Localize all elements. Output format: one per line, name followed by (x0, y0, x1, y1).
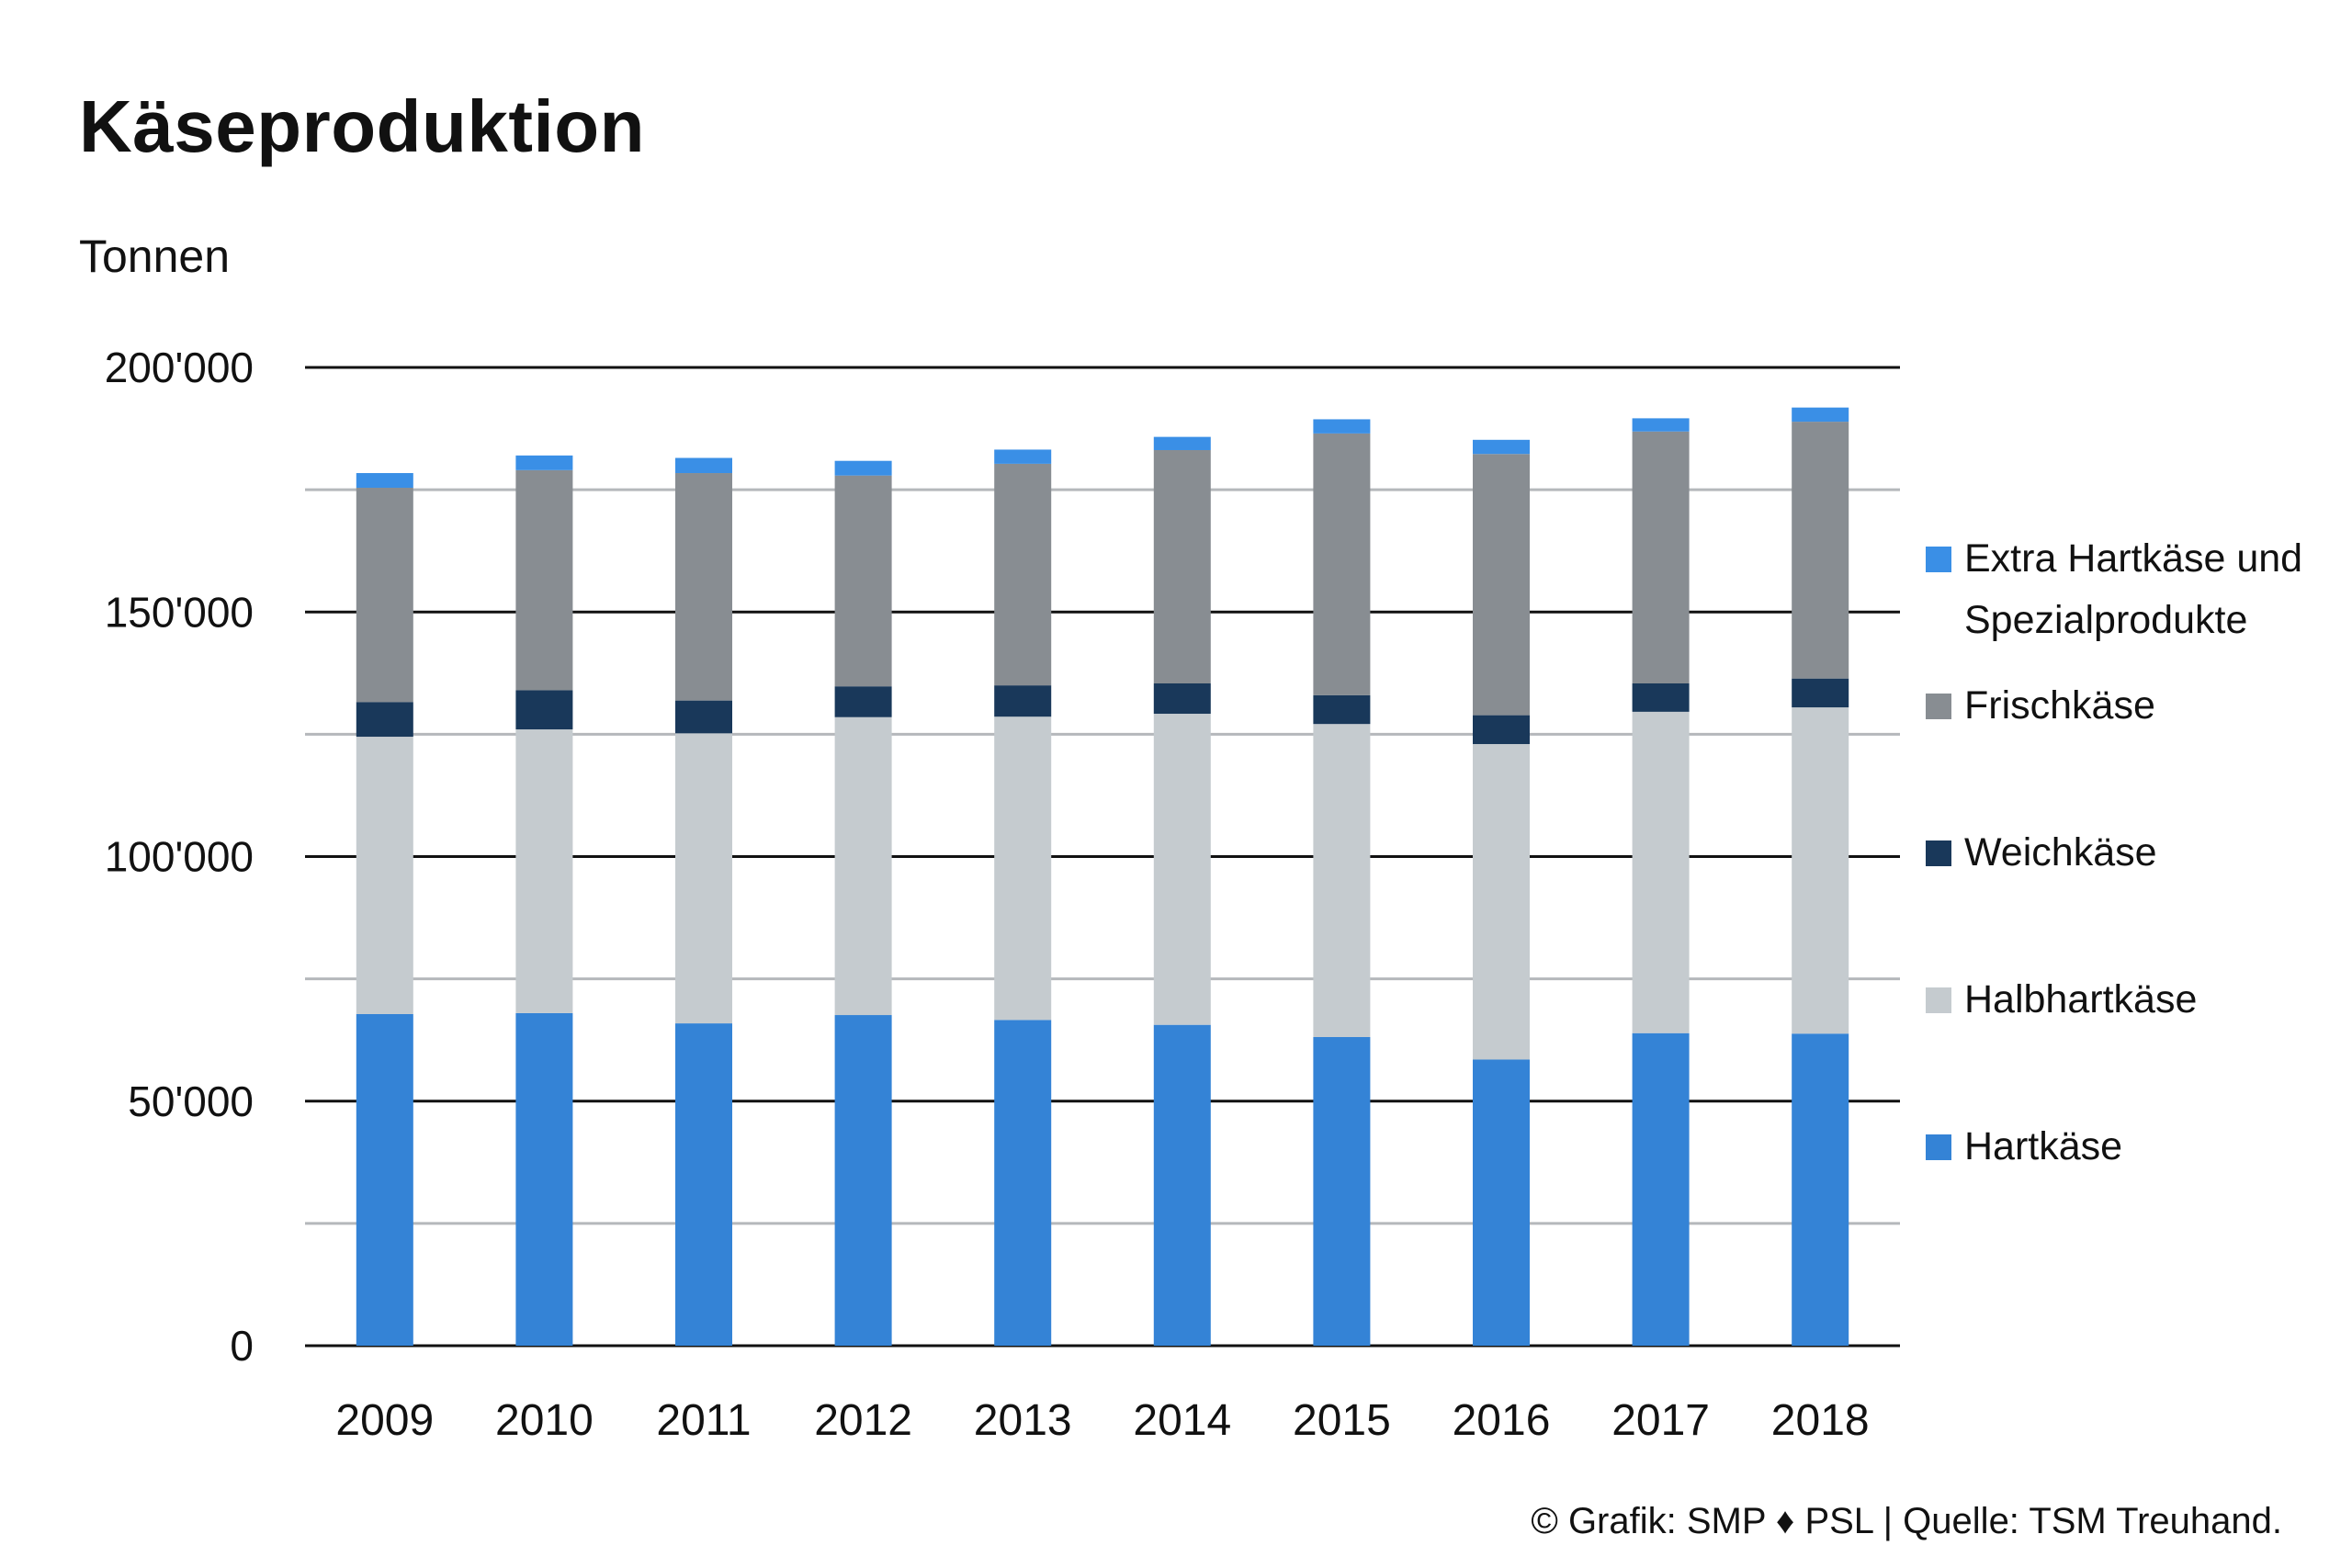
bar-segment (356, 1013, 413, 1346)
bar-segment (515, 455, 573, 470)
bar-segment (1153, 682, 1211, 715)
bar-segment (1792, 707, 1849, 1034)
bar-segment (834, 716, 892, 1016)
bar-segment (1153, 449, 1211, 683)
bar-segment (675, 457, 732, 474)
legend-swatch (1926, 987, 1951, 1013)
bar-stack-2016 (1473, 439, 1530, 1346)
bar-segment (356, 473, 413, 488)
bar-segment (1313, 724, 1371, 1037)
legend-label: Frischkäse (1964, 683, 2155, 728)
y-tick-label: 50'000 (128, 1077, 254, 1125)
bar-segment (994, 716, 1052, 1021)
bar-segment (1473, 1059, 1530, 1346)
bar-stack-2011 (675, 457, 732, 1346)
bar-segment (1473, 744, 1530, 1060)
legend-label: Hartkäse (1964, 1124, 2123, 1168)
bar-stack-2010 (515, 455, 573, 1346)
x-tick-labels: 2009 2010 2011 2012 2013 2014 2015 2016 2017 2018 (335, 1396, 1869, 1445)
bar-segment (356, 702, 413, 738)
bar-stack-2018 (1792, 407, 1849, 1346)
bar-segment (1473, 454, 1530, 716)
legend-swatch (1926, 547, 1951, 572)
legend-swatch (1926, 840, 1951, 866)
legend-label: Weichkäse (1964, 830, 2157, 874)
bar-segment (834, 686, 892, 717)
x-tick-label: 2015 (1293, 1396, 1391, 1445)
bar-segment (675, 473, 732, 701)
bar-segment (1473, 439, 1530, 455)
bar-stack-2017 (1632, 418, 1690, 1346)
bar-segment (834, 460, 892, 476)
y-tick-label: 100'000 (105, 833, 254, 881)
bar-segment (515, 729, 573, 1013)
bar-segment (834, 1015, 892, 1346)
bar-stack-2014 (1153, 436, 1211, 1346)
bar-segment (675, 700, 732, 734)
bar-segment (994, 449, 1052, 464)
bar-segment (1792, 1033, 1849, 1346)
bar-segment (1313, 433, 1371, 695)
legend-label: Halbhartkäse (1964, 977, 2198, 1021)
bar-segment (1473, 715, 1530, 745)
bar-segment (1313, 1036, 1371, 1346)
bar-segment (1792, 407, 1849, 423)
bar-stack-2013 (994, 449, 1052, 1346)
x-tick-label: 2014 (1133, 1396, 1231, 1445)
bar-segment (515, 1012, 573, 1346)
bar-stack-2015 (1313, 419, 1371, 1346)
y-tick-label: 150'000 (105, 588, 254, 636)
bar-segment (515, 469, 573, 691)
bar-stack-2009 (356, 473, 413, 1346)
bar-segment (675, 1023, 732, 1346)
y-tick-labels: 0 50'000 100'000 150'000 200'000 (105, 344, 254, 1370)
bar-segment (834, 475, 892, 687)
bar-segment (1632, 682, 1690, 712)
legend-swatch (1926, 1134, 1951, 1160)
x-tick-label: 2009 (335, 1396, 434, 1445)
bar-segment (994, 1020, 1052, 1346)
bar-segment (1153, 1024, 1211, 1346)
x-tick-label: 2018 (1771, 1396, 1870, 1445)
bar-segment (1792, 422, 1849, 679)
bar-segment (1632, 1032, 1690, 1346)
legend-label: Extra Hartkäse und Spezialprodukte (1964, 536, 2303, 642)
bar-segment (994, 463, 1052, 686)
y-tick-label: 0 (230, 1322, 254, 1370)
x-tick-label: 2017 (1611, 1396, 1710, 1445)
bar-segment (1632, 418, 1690, 432)
x-tick-label: 2011 (656, 1396, 751, 1445)
bar-segment (1632, 431, 1690, 683)
bar-segment (356, 737, 413, 1014)
bar-segment (1153, 436, 1211, 450)
bar-segment (675, 733, 732, 1024)
y-axis-unit-label: Tonnen (79, 231, 231, 282)
x-tick-label: 2012 (814, 1396, 912, 1445)
bar-segment (1153, 714, 1211, 1025)
legend-swatch (1926, 694, 1951, 719)
bar-segment (515, 690, 573, 730)
source-credit: © Grafik: SMP ♦ PSL | Quelle: TSM Treuha… (1531, 1501, 2282, 1541)
bar-segment (356, 487, 413, 703)
bar-stack-2012 (834, 460, 892, 1346)
bar-segment (1632, 711, 1690, 1033)
x-tick-label: 2016 (1453, 1396, 1551, 1445)
bar-segment (1313, 419, 1371, 434)
bar-stacks (356, 407, 1849, 1346)
y-tick-label: 200'000 (105, 344, 254, 391)
x-tick-label: 2010 (495, 1396, 594, 1445)
bar-segment (1792, 678, 1849, 708)
chart-title: Käseproduktion (79, 85, 645, 167)
bar-segment (1313, 694, 1371, 725)
x-tick-label: 2013 (974, 1396, 1072, 1445)
bar-segment (994, 685, 1052, 717)
